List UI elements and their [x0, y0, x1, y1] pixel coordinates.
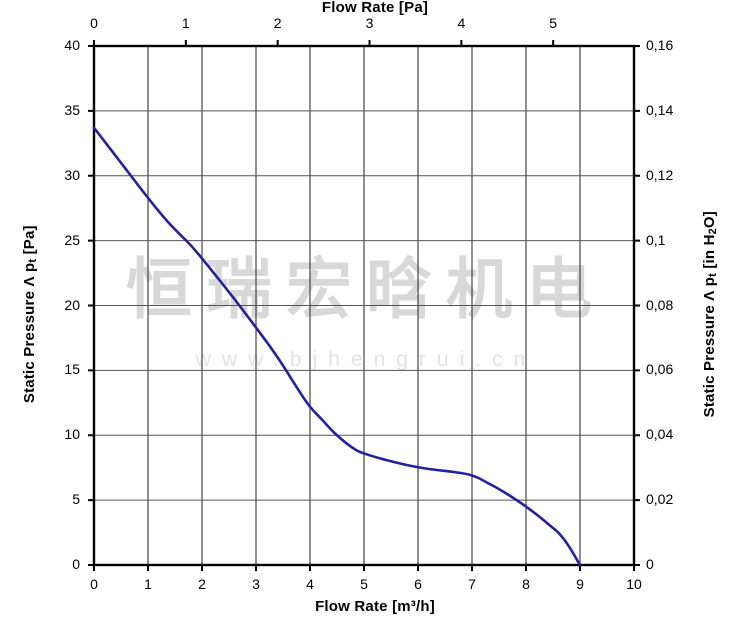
right-axis-tick-label: 0,08 [646, 296, 674, 313]
bottom-axis-tick-label: 5 [360, 576, 368, 592]
bottom-axis-tick-label: 10 [626, 576, 642, 592]
bottom-axis-tick-label: 7 [468, 576, 476, 592]
bottom-axis-title: Flow Rate [m³/h] [315, 598, 435, 615]
bottom-axis-tick-label: 6 [414, 576, 422, 592]
bottom-axis-tick-label: 1 [144, 576, 152, 592]
left-axis-tick-label: 10 [64, 426, 80, 443]
right-axis-tick-label: 0,16 [646, 37, 674, 53]
bottom-axis-tick-label: 9 [576, 576, 584, 592]
bottom-axis-tick-label: 0 [90, 576, 98, 592]
data-curve-layer [92, 126, 582, 567]
bottom-axis-tick-label: 4 [306, 576, 314, 592]
bottom-axis-tick-label: 8 [522, 576, 530, 592]
top-axis-tick-label: 4 [457, 15, 466, 31]
left-axis-tick-label: 15 [64, 361, 80, 378]
top-axis-tick-label: 0 [90, 15, 98, 31]
left-axis-tick-label: 20 [64, 296, 80, 313]
right-axis-tick-label: 0,02 [646, 491, 674, 508]
right-axis-tick-label: 0,06 [646, 361, 674, 378]
top-axis-tick-label: 2 [273, 15, 282, 31]
left-axis-tick-label: 40 [64, 37, 80, 53]
right-axis-tick-label: 0,14 [646, 101, 674, 118]
top-axis-title: Flow Rate [Pa] [321, 0, 429, 16]
bottom-axis-tick-label: 2 [198, 576, 206, 592]
top-axis-tick-label: 1 [181, 15, 190, 31]
left-axis-tick-label: 0 [72, 556, 80, 572]
right-axis-tick-label: 0,1 [646, 231, 666, 248]
left-axis-tick-label: 30 [64, 166, 80, 183]
top-axis-tick-label: 5 [549, 15, 558, 31]
left-axis-tick-label: 35 [64, 101, 80, 118]
left-axis-tick-label: 5 [72, 491, 80, 508]
top-axis-tick-label: 3 [365, 15, 374, 31]
grid-lines [94, 46, 634, 565]
right-axis-tick-label: 0 [646, 556, 654, 572]
bottom-axis-tick-label: 3 [252, 576, 260, 592]
axis-frame [92, 44, 636, 567]
right-axis-tick-label: 0,04 [646, 426, 674, 443]
right-axis-tick-label: 0,12 [646, 166, 674, 183]
left-axis-tick-label: 25 [64, 231, 80, 248]
